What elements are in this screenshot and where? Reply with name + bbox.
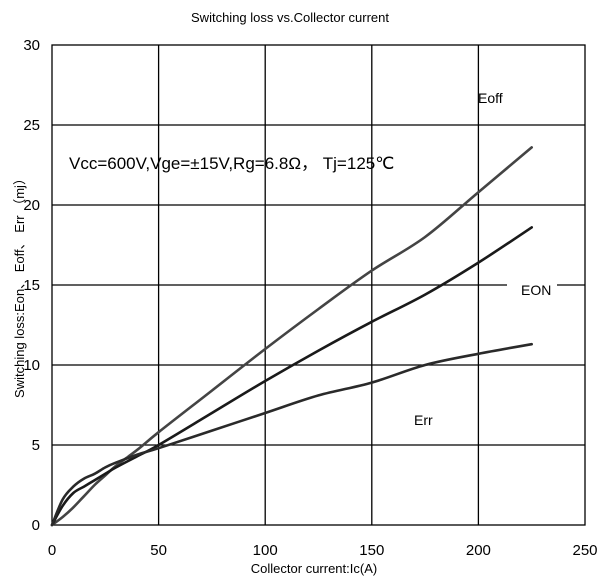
series-label-eon-group: EON	[507, 278, 557, 298]
y-tick-label: 5	[32, 437, 40, 454]
plot-frame	[51, 44, 586, 526]
x-tick-label: 100	[253, 542, 278, 559]
x-tick-label: 0	[48, 542, 56, 559]
y-tick-label: 20	[23, 197, 40, 214]
grid	[52, 45, 585, 525]
y-axis-label: Switching loss:Eon、 Eoff、 Err （mj）	[12, 172, 27, 398]
series-layer	[50, 146, 533, 527]
series-line-eon	[50, 226, 533, 527]
y-tick-label: 10	[23, 357, 40, 374]
y-tick-label: 15	[23, 277, 40, 294]
x-tick-label: 200	[466, 542, 491, 559]
series-label-eon-bg	[507, 278, 557, 298]
conditions-annotation: Vcc=600V,Vge=±15V,Rg=6.8Ω， Tj=125℃	[69, 154, 394, 173]
y-tick-label: 25	[23, 117, 40, 134]
y-tick-label: 30	[23, 37, 40, 54]
series-line-eoff	[50, 146, 533, 527]
x-axis-label: Collector current:Ic(A)	[251, 561, 377, 576]
x-tick-label: 150	[359, 542, 384, 559]
series-label-err: Err	[414, 412, 433, 428]
tick-labels: 0 50 100 150 200 250 0 5 10 15 20 25 30	[23, 37, 597, 559]
series-label-eon: EON	[521, 282, 551, 298]
series-line-err	[50, 342, 533, 527]
x-tick-label: 50	[150, 542, 167, 559]
y-tick-label: 0	[32, 517, 40, 534]
chart-title: Switching loss vs.Collector current	[191, 10, 389, 25]
x-tick-label: 250	[572, 542, 597, 559]
series-label-eoff: Eoff	[478, 90, 503, 106]
